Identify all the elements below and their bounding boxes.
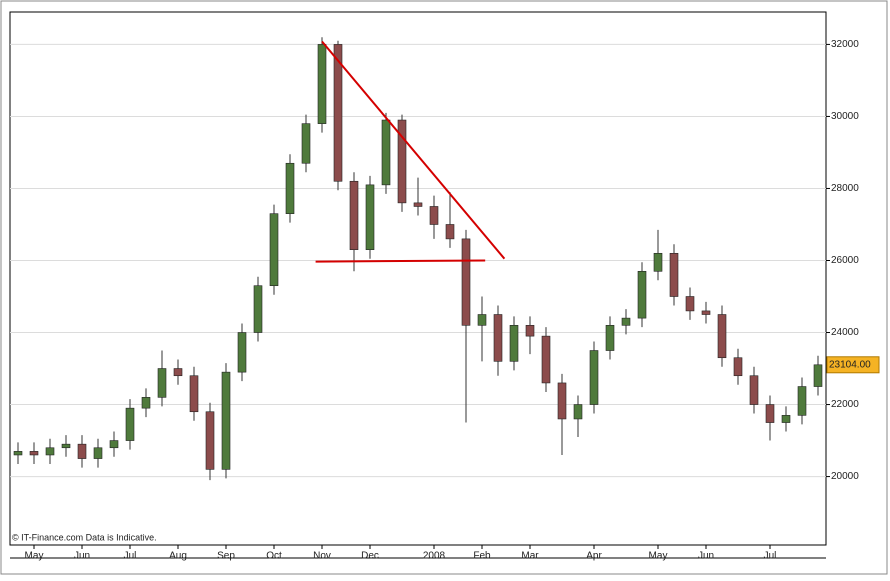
candle-body: [637, 270, 647, 319]
x-tick-label: May: [649, 551, 668, 562]
trendline: [321, 40, 506, 260]
candle-body: [301, 123, 311, 164]
candle-body: [765, 404, 775, 423]
candle-body: [749, 375, 759, 405]
x-tick-label: Oct: [266, 551, 282, 562]
candle-body: [605, 325, 615, 351]
candle-body: [125, 407, 135, 441]
candle-body: [397, 119, 407, 204]
candle-body: [461, 238, 471, 326]
candle-body: [349, 180, 359, 250]
candle-body: [525, 325, 535, 337]
x-tick-label: Jun: [74, 551, 90, 562]
y-tick-label: 24000: [831, 327, 859, 338]
candle-body: [477, 314, 487, 326]
candle-body: [173, 368, 183, 377]
candle-body: [381, 119, 391, 186]
candle-body: [445, 224, 455, 240]
candle-body: [221, 371, 231, 470]
y-tick-label: 28000: [831, 183, 859, 194]
y-tick-label: 32000: [831, 39, 859, 50]
candle-body: [797, 386, 807, 416]
candle-body: [13, 451, 23, 456]
candle-body: [717, 314, 727, 359]
y-tick-label: 20000: [831, 471, 859, 482]
candle-body: [365, 184, 375, 250]
x-tick-label: Aug: [169, 551, 187, 562]
last-price-label: 23104.00: [829, 359, 871, 370]
trendline: [315, 259, 486, 263]
x-tick-label: Feb: [473, 551, 491, 562]
x-tick-label: Jul: [124, 551, 137, 562]
candle-body: [589, 350, 599, 405]
x-tick-label: Nov: [313, 551, 331, 562]
candle-body: [61, 443, 71, 449]
candle-body: [413, 202, 423, 207]
candle-body: [237, 332, 247, 373]
candle-body: [509, 325, 519, 362]
x-tick-label: 2008: [423, 551, 446, 562]
candle-body: [733, 357, 743, 377]
candle-body: [621, 317, 631, 326]
x-tick-label: Jun: [698, 551, 714, 562]
x-tick-label: Sep: [217, 551, 235, 562]
candle-body: [557, 382, 567, 420]
y-tick-label: 22000: [831, 399, 859, 410]
candle-body: [669, 252, 679, 297]
candle-body: [317, 44, 327, 124]
candle-body: [493, 314, 503, 362]
candle-body: [653, 252, 663, 272]
candle-body: [285, 162, 295, 214]
footnote: © IT-Finance.com Data is Indicative.: [12, 532, 157, 542]
candle-body: [93, 447, 103, 459]
candle-body: [253, 285, 263, 333]
x-tick-label: Apr: [586, 551, 602, 562]
x-tick-label: Mar: [521, 551, 539, 562]
last-price-box: [826, 356, 880, 374]
plot-area: [9, 11, 827, 546]
candle-body: [781, 415, 791, 423]
candle-body: [29, 451, 39, 456]
candle-body: [109, 440, 119, 449]
candle-body: [685, 296, 695, 312]
candle-body: [141, 397, 151, 409]
candle-body: [573, 404, 583, 420]
candle-body: [701, 310, 711, 315]
candle-body: [541, 335, 551, 384]
x-tick-label: May: [25, 551, 44, 562]
candle-body: [269, 213, 279, 287]
y-tick-label: 30000: [831, 111, 859, 122]
candle-body: [77, 443, 87, 459]
candle-body: [189, 375, 199, 413]
candle-body: [813, 364, 823, 387]
candle-body: [333, 44, 343, 182]
y-tick-label: 26000: [831, 255, 859, 266]
candle-body: [157, 368, 167, 398]
x-tick-label: Jul: [764, 551, 777, 562]
x-tick-label: Dec: [361, 551, 379, 562]
candle-body: [429, 206, 439, 225]
candle-body: [205, 411, 215, 470]
candle-body: [45, 447, 55, 456]
